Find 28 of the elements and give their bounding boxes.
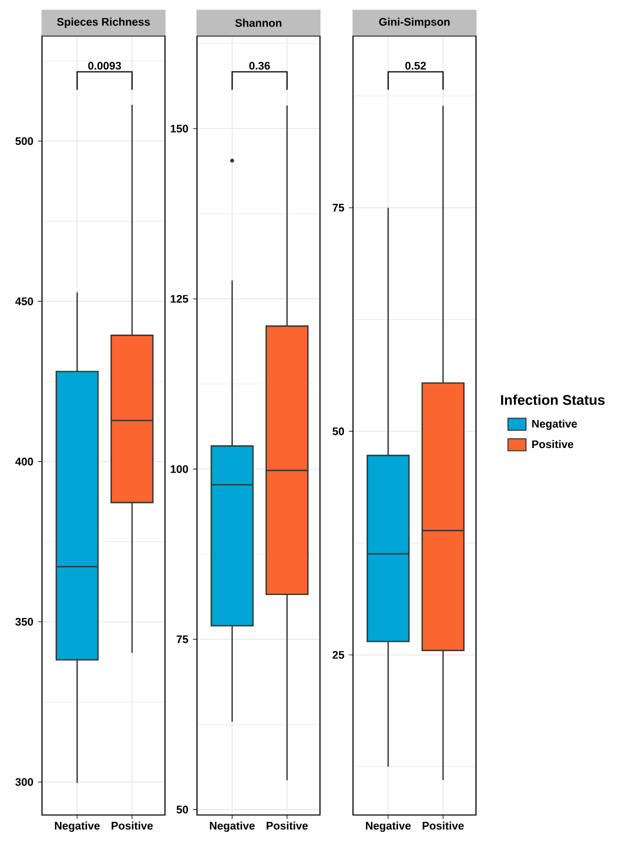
- x-tick-label: Positive: [422, 822, 464, 830]
- y-tick-label: 350: [15, 618, 34, 626]
- y-tick-label: 25: [332, 651, 344, 659]
- legend-title: Infection Status: [501, 394, 605, 405]
- y-tick-label: 100: [170, 465, 188, 473]
- x-tick-label: Negative: [366, 822, 411, 832]
- y-tick-label: 450: [15, 297, 34, 306]
- y-tick-label: 50: [176, 806, 188, 814]
- annotation: 0.52: [405, 62, 426, 70]
- y-tick-label: 125: [170, 294, 188, 303]
- y-tick-label: 500: [15, 137, 34, 145]
- y-tick-label: 300: [15, 778, 34, 786]
- x-tick-label: Negative: [210, 822, 255, 832]
- legend-label: Positive: [532, 440, 574, 448]
- x-tick-label: Negative: [54, 822, 100, 832]
- y-tick-label: 75: [176, 635, 188, 644]
- chart-title: Gini-Simpson: [379, 18, 450, 28]
- annotation: 0.36: [249, 62, 270, 70]
- annotation: 0.0093: [88, 62, 122, 70]
- chart-title: Spieces Richness: [57, 18, 150, 28]
- legend-label: Negative: [532, 420, 577, 430]
- y-tick-label: 75: [332, 204, 344, 212]
- y-tick-label: 400: [15, 458, 34, 466]
- y-tick-label: 150: [170, 124, 188, 133]
- x-tick-label: Positive: [112, 822, 153, 830]
- chart-title: Shannon: [235, 18, 282, 27]
- x-tick-label: Positive: [266, 822, 308, 830]
- y-tick-label: 50: [332, 427, 344, 436]
